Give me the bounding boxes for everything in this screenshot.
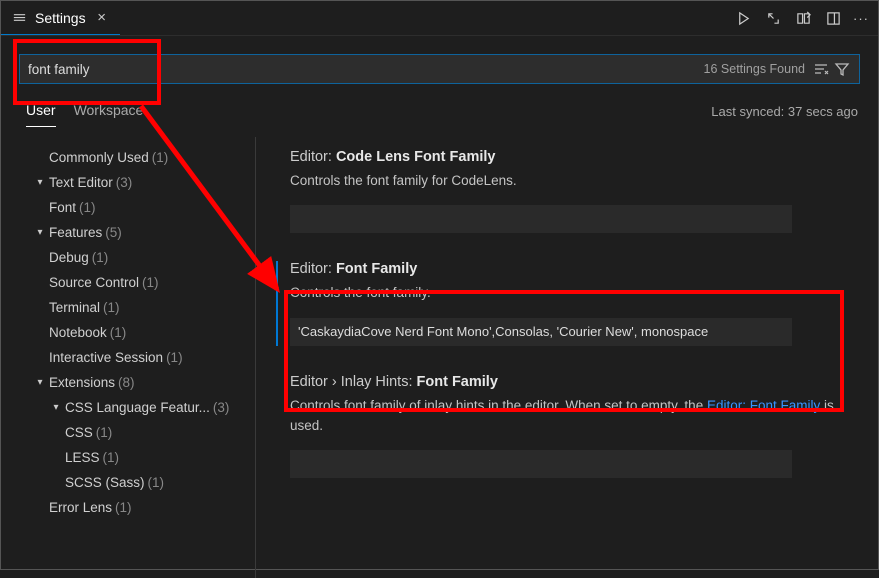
tree-extensions[interactable]: ▾Extensions(8) bbox=[19, 370, 255, 395]
tree-interactive[interactable]: Interactive Session(1) bbox=[19, 345, 255, 370]
scope-tabs-row: User Workspace Last synced: 37 secs ago bbox=[1, 88, 878, 127]
results-count: 16 Settings Found bbox=[704, 62, 805, 76]
tab-user[interactable]: User bbox=[26, 102, 56, 127]
tree-commonly-used[interactable]: Commonly Used(1) bbox=[19, 145, 255, 170]
setting-description: Controls font family of inlay hints in t… bbox=[290, 396, 834, 437]
chevron-down-icon: ▾ bbox=[33, 377, 47, 388]
setting-font-family: Editor: Font Family Controls the font fa… bbox=[276, 261, 834, 345]
open-icon[interactable] bbox=[764, 9, 782, 27]
tree-notebook[interactable]: Notebook(1) bbox=[19, 320, 255, 345]
setting-description: Controls the font family for CodeLens. bbox=[290, 171, 834, 191]
filter-icon[interactable] bbox=[833, 60, 851, 78]
settings-icon bbox=[11, 10, 27, 25]
tree-scss[interactable]: SCSS (Sass)(1) bbox=[19, 470, 255, 495]
setting-codelens-font: Editor: Code Lens Font Family Controls t… bbox=[290, 149, 834, 233]
sync-status: Last synced: 37 secs ago bbox=[711, 104, 858, 119]
close-icon[interactable]: × bbox=[94, 9, 110, 26]
tree-css-lang[interactable]: ▾CSS Language Featur...(3) bbox=[19, 395, 255, 420]
title-actions: ··· bbox=[734, 1, 872, 35]
font-family-input[interactable] bbox=[290, 318, 792, 346]
tree-less[interactable]: LESS(1) bbox=[19, 445, 255, 470]
search-bar[interactable]: 16 Settings Found bbox=[19, 54, 860, 84]
tab-title: Settings bbox=[35, 10, 86, 26]
run-icon[interactable] bbox=[734, 9, 752, 27]
setting-inlay-font: Editor › Inlay Hints: Font Family Contro… bbox=[290, 374, 834, 479]
settings-tab[interactable]: Settings × bbox=[1, 1, 120, 35]
codelens-font-input[interactable] bbox=[290, 205, 792, 233]
tab-workspace[interactable]: Workspace bbox=[74, 102, 144, 127]
chevron-down-icon: ▾ bbox=[33, 177, 47, 188]
scope-tabs: User Workspace bbox=[26, 102, 143, 127]
settings-list: Editor: Code Lens Font Family Controls t… bbox=[256, 137, 878, 578]
title-bar: Settings × ··· bbox=[1, 1, 878, 36]
tree-text-editor[interactable]: ▾Text Editor(3) bbox=[19, 170, 255, 195]
tree-css[interactable]: CSS(1) bbox=[19, 420, 255, 445]
chevron-down-icon: ▾ bbox=[49, 402, 63, 413]
tree-debug[interactable]: Debug(1) bbox=[19, 245, 255, 270]
editor-font-family-link[interactable]: Editor: Font Family bbox=[707, 398, 820, 413]
body: Commonly Used(1) ▾Text Editor(3) Font(1)… bbox=[1, 137, 878, 578]
inlay-font-input[interactable] bbox=[290, 450, 792, 478]
settings-tree: Commonly Used(1) ▾Text Editor(3) Font(1)… bbox=[1, 137, 256, 578]
split-json-icon[interactable] bbox=[794, 9, 812, 27]
layout-icon[interactable] bbox=[824, 9, 842, 27]
chevron-down-icon: ▾ bbox=[33, 227, 47, 238]
more-icon[interactable]: ··· bbox=[854, 9, 872, 27]
tree-features[interactable]: ▾Features(5) bbox=[19, 220, 255, 245]
search-input[interactable] bbox=[28, 62, 704, 77]
tree-terminal[interactable]: Terminal(1) bbox=[19, 295, 255, 320]
search-wrap: 16 Settings Found bbox=[1, 36, 878, 88]
tree-error-lens[interactable]: Error Lens(1) bbox=[19, 495, 255, 520]
tree-source-control[interactable]: Source Control(1) bbox=[19, 270, 255, 295]
clear-filter-icon[interactable] bbox=[812, 60, 830, 78]
tree-font[interactable]: Font(1) bbox=[19, 195, 255, 220]
setting-description: Controls the font family. bbox=[290, 283, 834, 303]
